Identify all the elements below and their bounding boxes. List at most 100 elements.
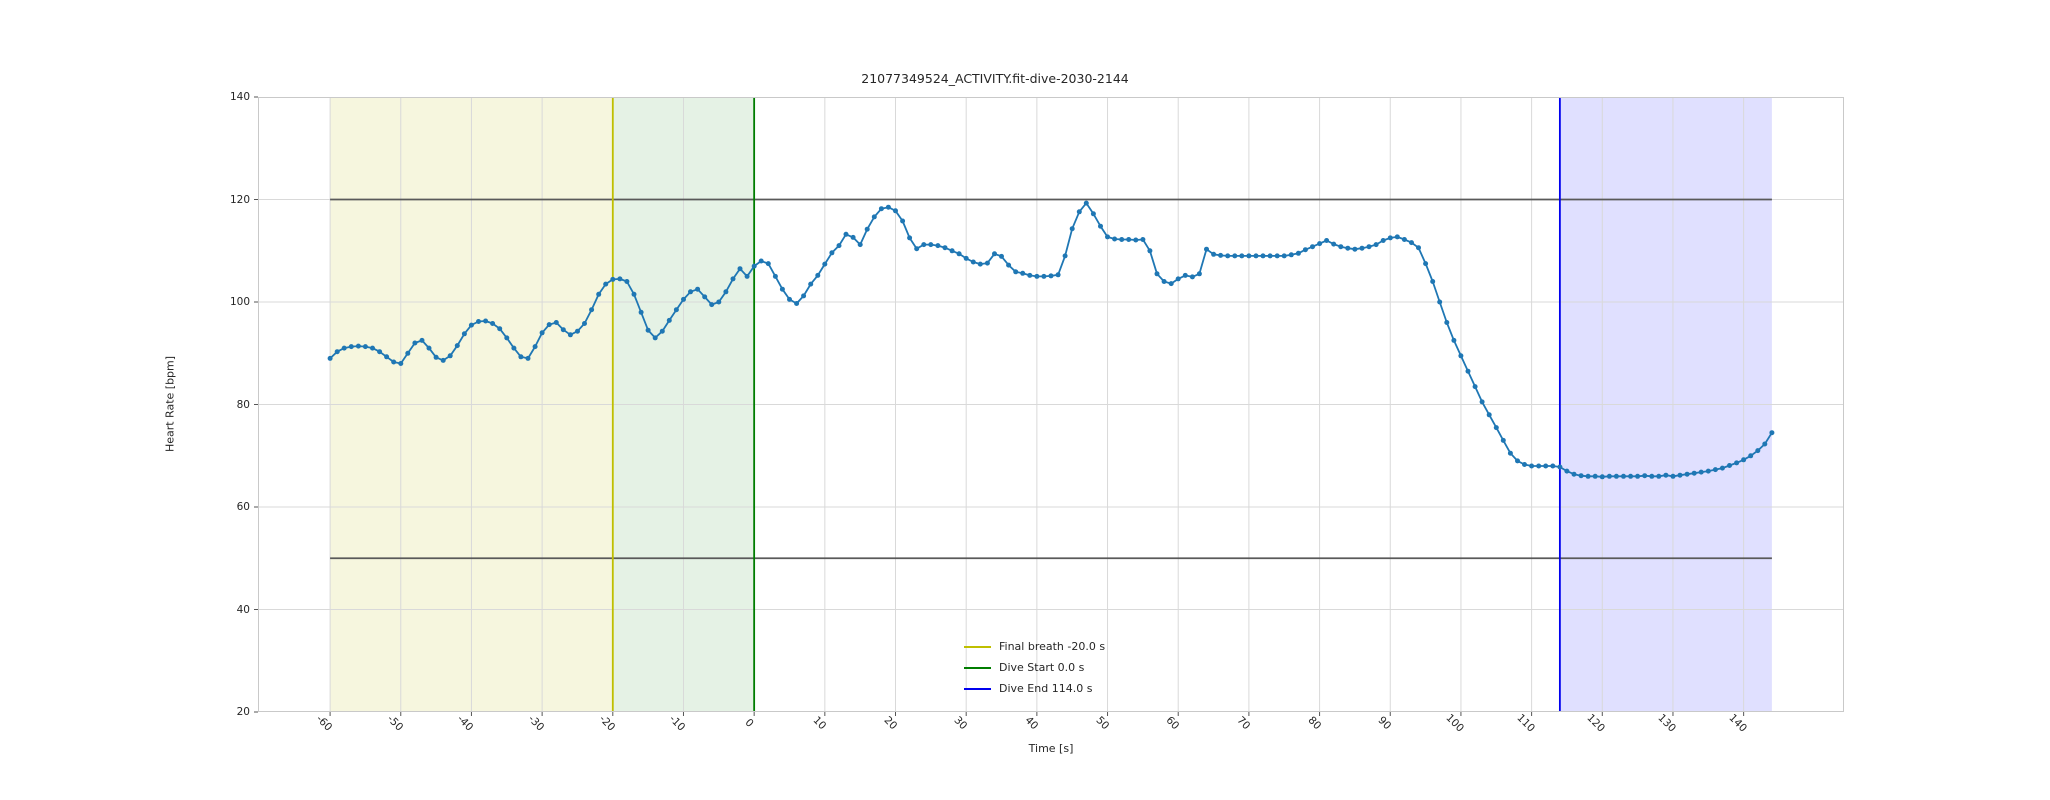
heart-rate-point <box>1112 236 1118 242</box>
heart-rate-point <box>1020 270 1026 276</box>
heart-rate-point <box>447 353 453 359</box>
heart-rate-point <box>370 345 375 351</box>
heart-rate-point <box>815 272 821 278</box>
heart-rate-point <box>1105 234 1110 240</box>
heart-rate-point <box>1430 279 1436 284</box>
heart-rate-point <box>1366 244 1372 250</box>
heart-rate-point <box>1705 468 1711 474</box>
heart-rate-point <box>659 328 665 334</box>
heart-rate-point <box>652 335 658 341</box>
heart-rate-point <box>1698 469 1704 475</box>
legend-line-swatch <box>964 645 991 648</box>
x-axis-label: Time [s] <box>1028 742 1074 755</box>
heart-rate-point <box>1628 473 1634 479</box>
heart-rate-point <box>751 263 757 269</box>
heart-rate-point <box>1472 384 1478 390</box>
heart-rate-point <box>808 281 814 287</box>
heart-rate-point <box>1006 262 1012 268</box>
heart-rate-point <box>1684 471 1690 477</box>
legend-entry: Dive End 114.0 s <box>964 678 1105 699</box>
heart-rate-point <box>900 218 906 224</box>
heart-rate-point <box>1359 245 1365 251</box>
heart-rate-point <box>716 299 722 305</box>
legend-label: Dive End 114.0 s <box>999 682 1093 695</box>
heart-rate-point <box>688 289 693 295</box>
heart-rate-point <box>1274 253 1280 259</box>
heart-rate-point <box>1324 238 1330 243</box>
heart-rate-point <box>553 320 559 325</box>
chart-title: 21077349524_ACTIVITY.fit-dive-2030-2144 <box>861 71 1129 86</box>
heart-rate-point <box>645 327 651 333</box>
heart-rate-point <box>1734 460 1740 466</box>
heart-rate-point <box>1642 473 1648 479</box>
heart-rate-point <box>1288 252 1294 258</box>
heart-rate-point <box>1656 473 1662 479</box>
heart-rate-point <box>1317 241 1323 247</box>
heart-rate-point <box>596 291 602 297</box>
heart-rate-point <box>461 331 467 337</box>
heart-rate-point <box>999 253 1004 259</box>
heart-rate-point <box>490 321 496 326</box>
heart-rate-point <box>737 266 743 272</box>
heart-rate-point <box>454 343 460 349</box>
heart-rate-point <box>610 276 616 282</box>
heart-rate-point <box>1564 468 1570 474</box>
heart-rate-point <box>1295 250 1301 256</box>
heart-rate-point <box>1486 412 1492 418</box>
heart-rate-point <box>433 354 439 360</box>
heart-rate-point <box>1260 253 1266 259</box>
heart-rate-point <box>511 345 517 351</box>
y-tick-label: 60 <box>236 501 250 513</box>
heart-rate-point <box>1606 473 1612 479</box>
legend-line-swatch <box>964 666 991 669</box>
heart-rate-point <box>567 332 573 338</box>
heart-rate-point <box>1416 245 1421 251</box>
heart-rate-point <box>970 259 976 265</box>
heart-rate-point <box>1133 237 1139 243</box>
heart-rate-point <box>857 242 863 248</box>
heart-rate-point <box>638 309 644 315</box>
heart-rate-point <box>384 354 390 360</box>
heart-rate-point <box>885 204 891 210</box>
heart-rate-point <box>992 251 997 257</box>
heart-rate-point <box>723 289 729 295</box>
heart-rate-point <box>546 322 552 328</box>
heart-rate-point <box>1409 240 1414 246</box>
heart-rate-point <box>1507 450 1513 456</box>
heart-rate-point <box>1578 473 1584 479</box>
heart-rate-point <box>504 335 510 341</box>
heart-rate-point <box>681 296 686 302</box>
heart-rate-point <box>334 349 340 355</box>
heart-rate-point <box>1331 241 1337 247</box>
heart-rate-point <box>1119 237 1125 242</box>
y-tick-label: 20 <box>236 706 250 718</box>
heart-rate-point <box>928 242 934 248</box>
heart-rate-point <box>1069 226 1075 232</box>
heart-rate-point <box>1175 276 1181 282</box>
heart-rate-point <box>1394 234 1400 240</box>
heart-rate-point <box>1140 237 1146 242</box>
heart-rate-point <box>1691 470 1697 476</box>
heart-rate-point <box>949 248 955 254</box>
heart-rate-point <box>744 273 750 279</box>
heart-rate-point <box>1090 211 1096 217</box>
heart-rate-point <box>702 294 708 300</box>
heart-rate-point <box>1748 453 1754 459</box>
heart-rate-point <box>1062 253 1068 259</box>
heart-rate-point <box>1232 253 1238 259</box>
heart-rate-point <box>984 260 990 266</box>
heart-rate-point <box>1585 473 1591 479</box>
heart-rate-point <box>1465 368 1471 374</box>
heart-rate-point <box>787 296 792 302</box>
heart-rate-point <box>1621 473 1626 479</box>
heart-rate-point <box>1055 272 1061 278</box>
heart-rate-point <box>1267 253 1273 259</box>
heart-rate-point <box>1225 253 1231 259</box>
plot-area <box>258 97 1844 712</box>
heart-rate-point <box>1048 273 1054 279</box>
heart-rate-point <box>341 345 347 351</box>
heart-rate-point <box>582 321 587 326</box>
heart-rate-point <box>468 322 474 328</box>
